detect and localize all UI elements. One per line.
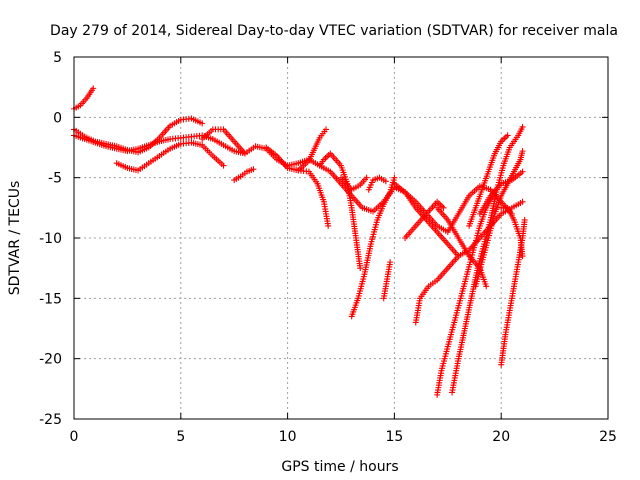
series-arc-l bbox=[365, 174, 389, 193]
series-arc-j bbox=[338, 174, 370, 193]
series-arc-t bbox=[466, 132, 511, 229]
grid bbox=[74, 57, 608, 419]
series-arc-k bbox=[348, 174, 398, 320]
series-arc-f bbox=[231, 166, 257, 184]
axis-ticks: 0 5 10 15 20 25 -25 -20 -15 -10 -5 0 5 bbox=[39, 50, 617, 445]
data-point bbox=[357, 265, 364, 272]
series-arc-d bbox=[113, 139, 227, 174]
data-point bbox=[519, 123, 526, 130]
data-point bbox=[387, 259, 394, 266]
series-arc-g bbox=[263, 126, 330, 174]
data-point bbox=[440, 204, 447, 211]
data-point bbox=[391, 174, 398, 181]
data-point bbox=[519, 198, 526, 205]
x-tick-label: 15 bbox=[385, 429, 403, 445]
data-point bbox=[519, 148, 526, 155]
series-arc-h bbox=[295, 167, 332, 229]
x-tick-label: 0 bbox=[70, 429, 79, 445]
data-point bbox=[199, 120, 206, 127]
y-tick-label: -15 bbox=[39, 291, 62, 307]
x-tick-label: 10 bbox=[279, 429, 297, 445]
y-tick-label: -20 bbox=[39, 352, 62, 368]
data-point bbox=[521, 216, 528, 223]
series-arc-s bbox=[449, 123, 526, 396]
series-arc-c bbox=[71, 132, 462, 260]
data-point bbox=[323, 126, 330, 133]
data-point bbox=[504, 132, 511, 139]
series-arc-e bbox=[199, 126, 248, 157]
data-point bbox=[519, 168, 526, 175]
data-point bbox=[90, 85, 97, 92]
y-tick-label: -5 bbox=[48, 171, 62, 187]
y-tick-label: -10 bbox=[39, 231, 62, 247]
series-arc-r bbox=[434, 192, 496, 398]
data-point bbox=[363, 174, 370, 181]
chart-title: Day 279 of 2014, Sidereal Day-to-day VTE… bbox=[50, 23, 618, 39]
series-arc-o bbox=[402, 198, 447, 241]
x-axis-label: GPS time / hours bbox=[281, 459, 398, 475]
series-arc-w bbox=[498, 216, 528, 368]
series-arc-x bbox=[498, 204, 526, 260]
y-axis-label: SDTVAR / TECUs bbox=[7, 181, 23, 296]
x-tick-label: 5 bbox=[176, 429, 185, 445]
y-tick-label: 5 bbox=[53, 50, 62, 66]
series-arc-a bbox=[71, 85, 97, 112]
series-arc-v bbox=[476, 168, 526, 217]
data-point bbox=[483, 283, 490, 290]
data-point bbox=[325, 222, 332, 229]
series-arc-b bbox=[71, 115, 206, 156]
data-point bbox=[250, 166, 257, 173]
y-tick-label: -25 bbox=[39, 412, 62, 428]
data-point bbox=[220, 162, 227, 169]
data-point bbox=[241, 150, 248, 157]
x-tick-label: 25 bbox=[599, 429, 617, 445]
data-marks bbox=[71, 85, 528, 398]
x-tick-label: 20 bbox=[492, 429, 510, 445]
data-point bbox=[382, 178, 389, 185]
series-arc-m bbox=[380, 259, 394, 302]
y-tick-label: 0 bbox=[53, 110, 62, 126]
data-point bbox=[519, 253, 526, 260]
